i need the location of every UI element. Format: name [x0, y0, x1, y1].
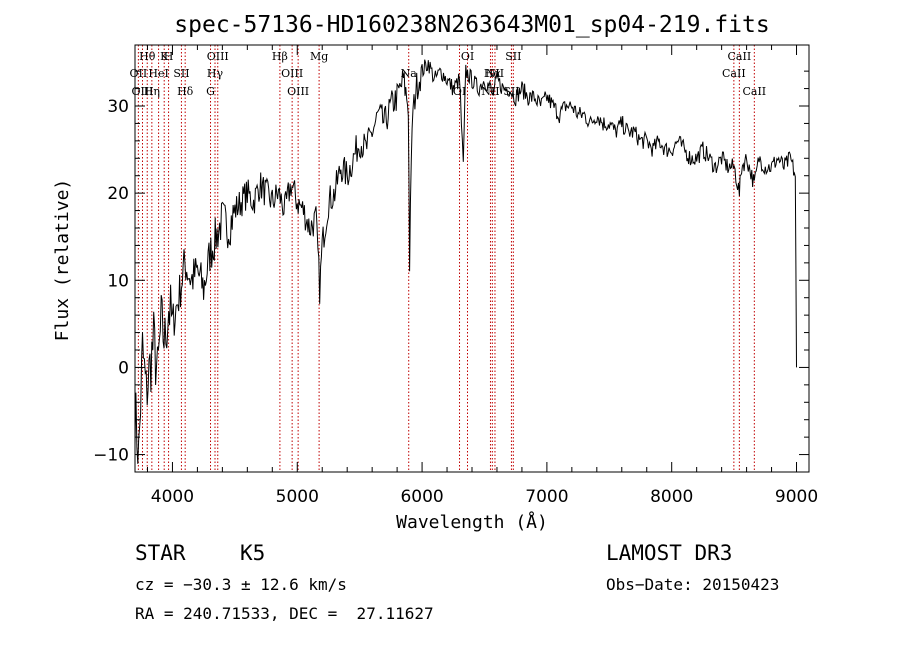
spectral-line-label: CaII: [742, 85, 766, 98]
x-axis-label: Wavelength (Å): [396, 511, 548, 533]
spectral-line-label: K: [160, 50, 169, 63]
survey-name: LAMOST DR3: [606, 541, 733, 565]
spectral-line-label: CaII: [722, 67, 746, 80]
y-axis-ticks: −10 0 10 20 30: [93, 70, 809, 466]
spectral-line-label: OI: [461, 50, 474, 63]
spectral-line-label: Mg: [310, 50, 328, 63]
object-class: STAR: [135, 541, 186, 565]
y-tick-label: 30: [107, 97, 129, 117]
y-tick-label: 20: [107, 184, 129, 204]
x-tick-label: 9000: [775, 487, 818, 507]
spectral-line-label: G: [206, 85, 215, 98]
spectral-line-label: Hγ: [207, 67, 224, 80]
x-tick-label: 8000: [650, 487, 693, 507]
spectral-line-label: SII: [505, 50, 521, 63]
spectral-line-label: OI: [453, 85, 466, 98]
object-subclass: K5: [240, 541, 266, 565]
y-axis-label: Flux (relative): [52, 179, 73, 342]
spectral-line-label: H: [164, 50, 174, 63]
spectral-line-label: OIII: [281, 67, 303, 80]
redshift-cz: cz = −30.3 ± 12.6 km/s: [135, 575, 347, 594]
y-tick-label: −10: [93, 446, 129, 466]
spectral-line-label: NII: [481, 85, 499, 98]
spectral-line-label: OIII: [207, 50, 229, 63]
x-tick-label: 7000: [525, 487, 568, 507]
spectral-line-label: NII: [486, 67, 504, 80]
spectral-lines-layer: [137, 45, 755, 472]
spectral-line-label: Hθ: [139, 50, 156, 63]
flux-series-line: [134, 59, 797, 464]
x-tick-label: 5000: [276, 487, 319, 507]
chart-title: spec-57136-HD160238N263643M01_sp04-219.f…: [174, 12, 769, 38]
x-tick-label: 4000: [151, 487, 194, 507]
observation-date: Obs−Date: 20150423: [606, 575, 780, 594]
spectral-line-label: OII: [130, 67, 148, 80]
coordinates: RA = 240.71533, DEC = 27.11627: [135, 604, 434, 623]
spectral-line-labels: HθOIIOIIIKHeIHηHSIIHδOIIIHγGHβOIIIOIIIMg…: [130, 50, 767, 98]
spectral-line-label: Hβ: [272, 50, 288, 63]
y-tick-label: 0: [118, 358, 129, 378]
spectral-line-label: Hη: [144, 85, 160, 98]
spectral-line-label: CaII: [728, 50, 752, 63]
spectral-line-label: Hα: [484, 67, 502, 80]
y-tick-label: 10: [107, 271, 129, 291]
spectral-line-label: SII: [173, 67, 189, 80]
plot-frame: [134, 44, 810, 473]
spectral-line-label: Hδ: [177, 85, 194, 98]
x-axis-ticks: 4000 5000 6000 7000 8000 9000: [146, 45, 818, 507]
x-tick-label: 6000: [400, 487, 443, 507]
spectral-line-label: OIII: [287, 85, 309, 98]
spectral-line-label: HeI: [148, 67, 168, 80]
